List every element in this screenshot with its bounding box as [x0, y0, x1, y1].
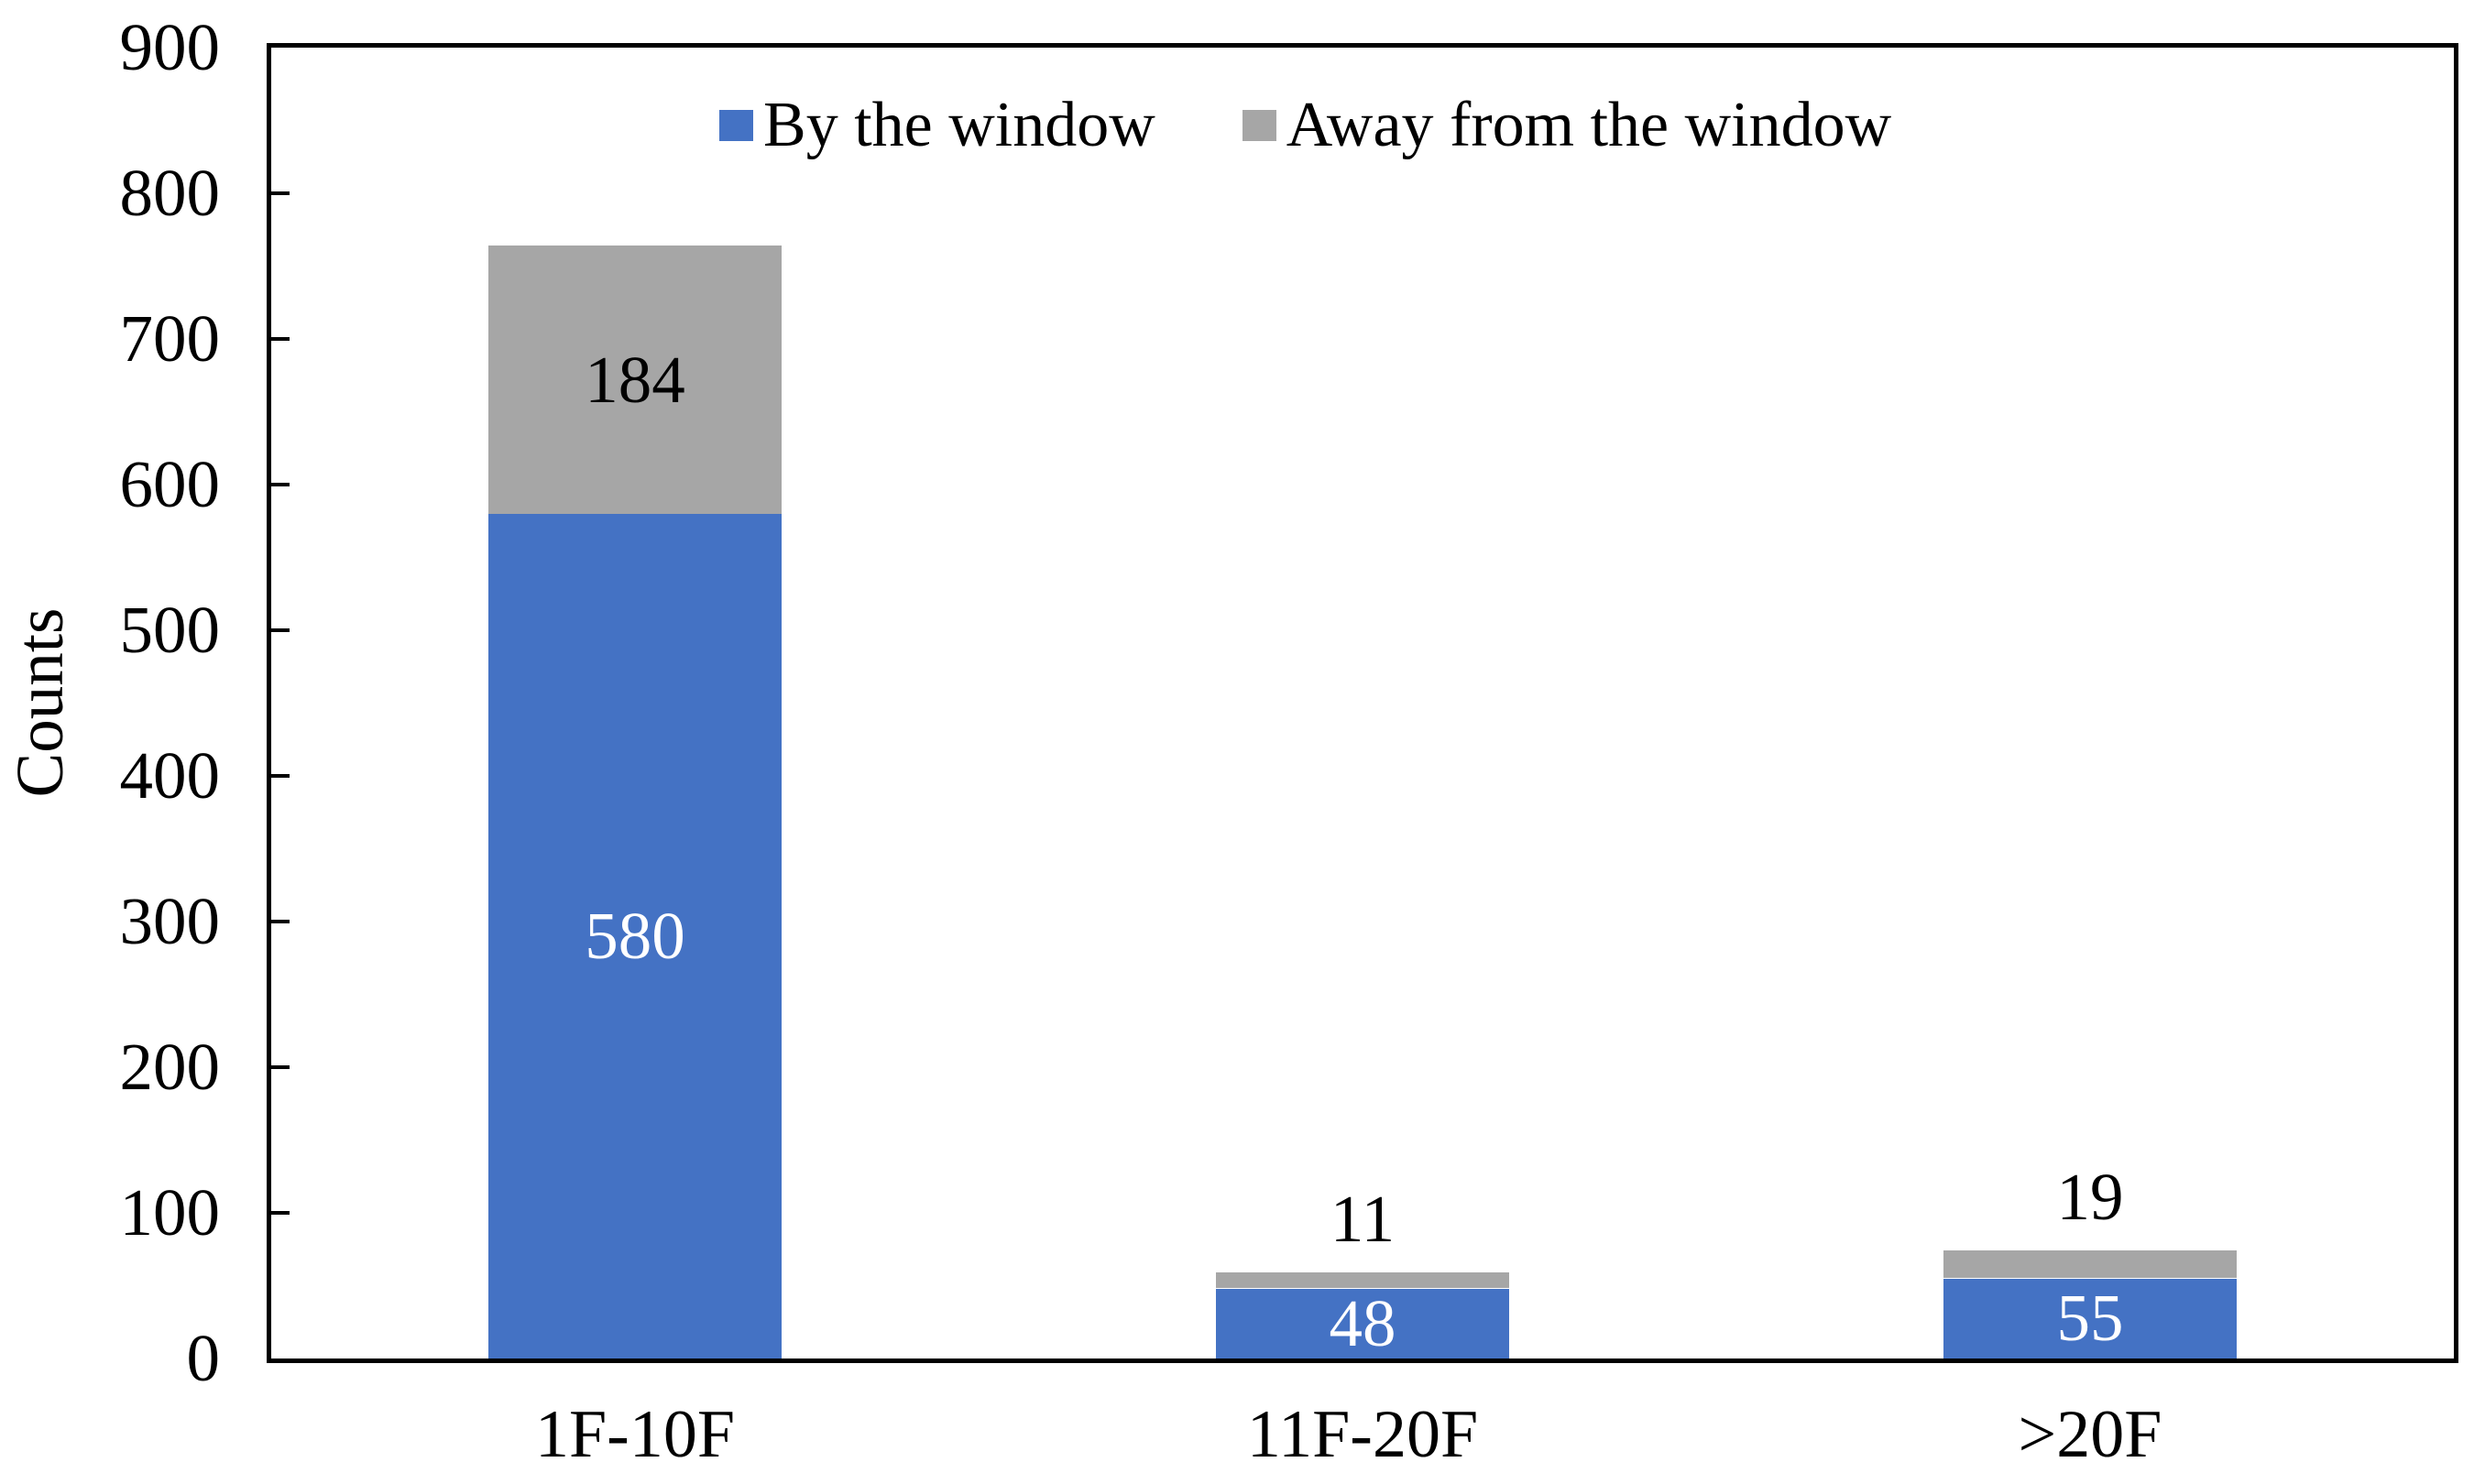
- y-axis-tick-label: 100: [119, 1175, 221, 1249]
- bar-data-label: 11: [1330, 1182, 1396, 1256]
- y-axis-tick-label: 400: [119, 738, 221, 813]
- y-axis-tick: [271, 337, 290, 341]
- x-axis-category-label: >20F: [2018, 1397, 2162, 1472]
- legend: By the window Away from the window: [719, 92, 1891, 159]
- y-axis-tick-label: 600: [119, 447, 221, 521]
- y-axis-tick-label: 700: [119, 301, 221, 376]
- legend-item: By the window: [719, 92, 1155, 159]
- y-axis-tick: [271, 920, 290, 923]
- bar-data-label: 48: [1329, 1286, 1396, 1360]
- legend-swatch-gray-icon: [1242, 110, 1276, 141]
- bar-data-label: 55: [2056, 1281, 2124, 1355]
- legend-label: By the window: [763, 90, 1155, 160]
- y-axis-tick: [271, 1211, 290, 1215]
- y-axis-tick-label: 0: [186, 1321, 221, 1395]
- legend-label: Away from the window: [1286, 90, 1892, 160]
- bar-segment: [1943, 1279, 2237, 1359]
- y-axis-tick: [271, 191, 290, 195]
- y-axis-tick: [271, 774, 290, 778]
- y-axis-tick-label: 200: [119, 1030, 221, 1104]
- x-axis-category-label: 11F-20F: [1246, 1397, 1479, 1472]
- bar-data-label: 19: [2056, 1160, 2124, 1234]
- y-axis-tick-label: 300: [119, 884, 221, 958]
- legend-swatch-blue-icon: [719, 110, 753, 141]
- bar-segment: [1943, 1250, 2237, 1278]
- bar-segment: [1216, 1289, 1509, 1359]
- bar-segment: [1216, 1272, 1509, 1288]
- bar-segment: [488, 514, 782, 1359]
- bar-data-label: 184: [585, 343, 685, 417]
- y-axis-tick-label: 900: [119, 10, 221, 84]
- y-axis-tick: [271, 628, 290, 632]
- y-axis-tick-label: 500: [119, 593, 221, 667]
- bar-segment: [488, 246, 782, 514]
- x-axis-category-label: 1F-10F: [535, 1397, 735, 1472]
- y-axis-tick-label: 800: [119, 156, 221, 230]
- y-axis-tick: [271, 483, 290, 486]
- legend-item: Away from the window: [1242, 92, 1891, 159]
- bar-data-label: 580: [585, 899, 685, 973]
- y-axis-tick: [271, 1065, 290, 1069]
